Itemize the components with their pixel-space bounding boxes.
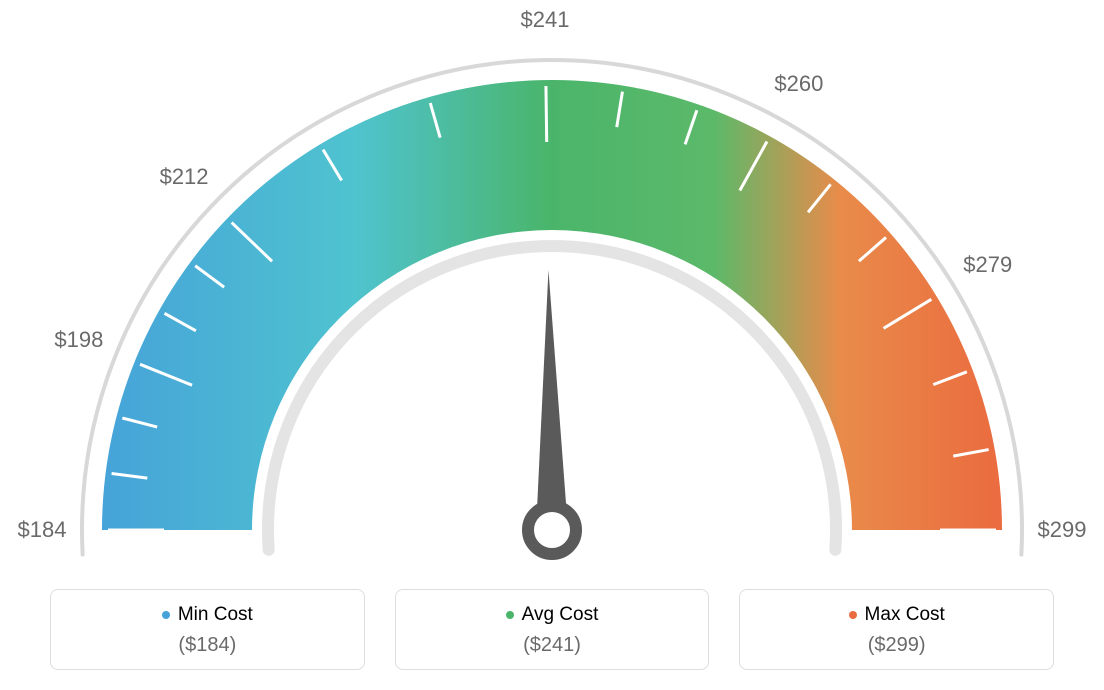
scale-label: $184 — [18, 517, 67, 543]
legend-min-dot — [162, 611, 170, 619]
gauge-svg — [0, 10, 1104, 570]
legend-max: Max Cost ($299) — [739, 589, 1054, 670]
legend-row: Min Cost ($184) Avg Cost ($241) Max Cost… — [50, 589, 1054, 670]
legend-min-value: ($184) — [61, 634, 354, 657]
scale-label: $299 — [1038, 517, 1087, 543]
scale-label: $241 — [521, 7, 570, 33]
legend-avg-title: Avg Cost — [506, 604, 599, 626]
scale-label: $260 — [774, 71, 823, 97]
scale-label: $279 — [963, 252, 1012, 278]
scale-label: $198 — [54, 327, 103, 353]
legend-avg-label: Avg Cost — [522, 604, 599, 626]
legend-min-label: Min Cost — [178, 604, 253, 626]
legend-max-value: ($299) — [750, 634, 1043, 657]
legend-avg: Avg Cost ($241) — [395, 589, 710, 670]
legend-avg-dot — [506, 611, 514, 619]
legend-min: Min Cost ($184) — [50, 589, 365, 670]
legend-max-label: Max Cost — [865, 604, 945, 626]
legend-avg-value: ($241) — [406, 634, 699, 657]
legend-min-title: Min Cost — [162, 604, 253, 626]
cost-gauge: $184 $198 $212 $241 $260 $279 $299 — [0, 10, 1104, 570]
scale-label: $212 — [160, 164, 209, 190]
legend-max-title: Max Cost — [849, 604, 945, 626]
legend-max-dot — [849, 611, 857, 619]
